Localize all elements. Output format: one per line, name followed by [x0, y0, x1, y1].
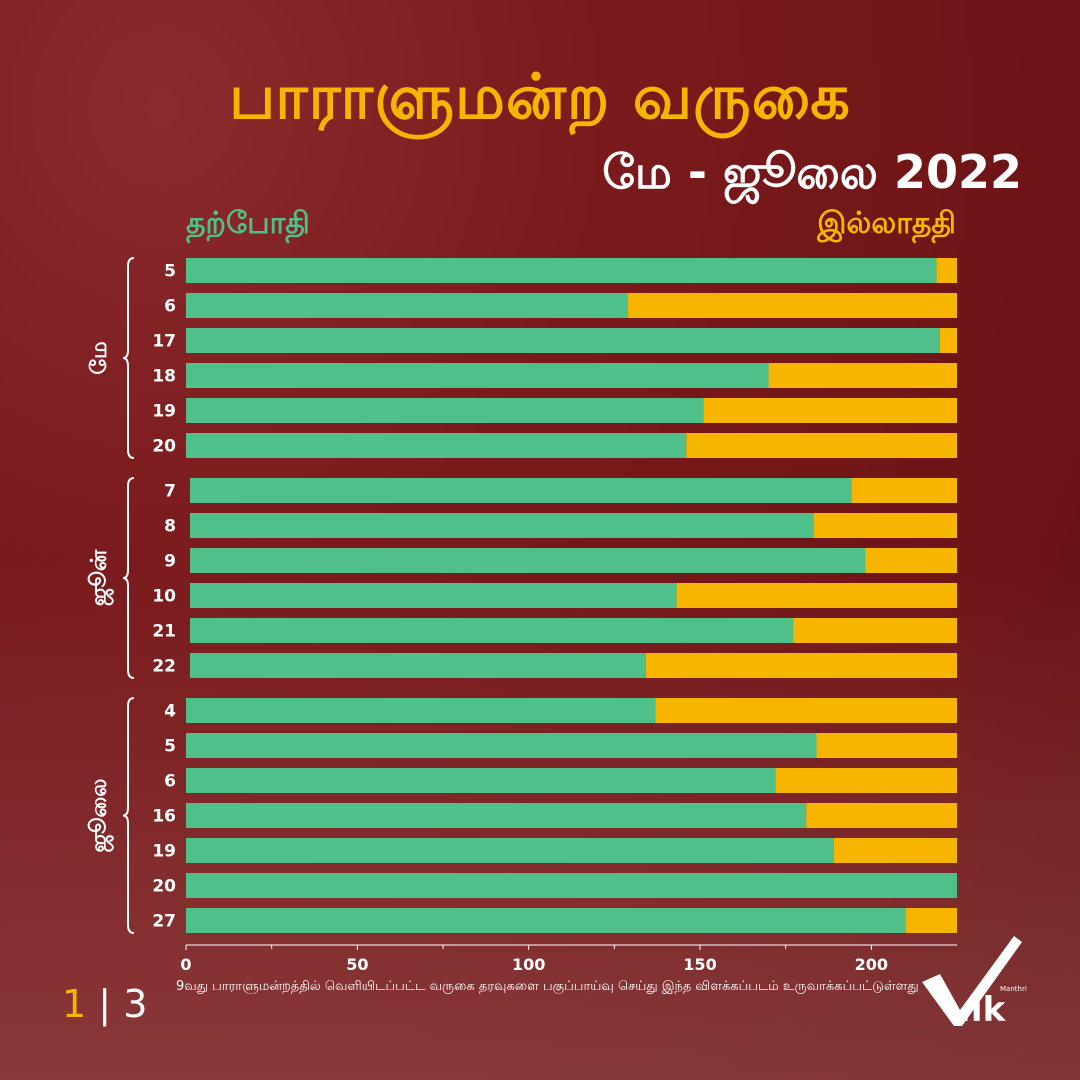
bar-present	[186, 363, 769, 388]
x-tick-label: 200	[855, 955, 888, 974]
bar-present	[190, 548, 866, 573]
logo-text: .lk	[958, 990, 1006, 1030]
bar-present	[186, 433, 687, 458]
bar-absent	[833, 838, 957, 863]
group-brace	[122, 697, 135, 934]
category-label: 20	[152, 437, 176, 457]
bar-present	[186, 768, 776, 793]
legend-present: தற்போதி	[186, 206, 310, 241]
group-label: மே	[87, 341, 112, 374]
category-label: 19	[152, 842, 176, 862]
category-label: 9	[164, 552, 176, 572]
category-label: 7	[164, 482, 176, 502]
bar-absent	[865, 548, 957, 573]
category-label: 18	[152, 367, 176, 387]
footer-note: 9வது பாராளுமன்றத்தில் வெளியிடப்பட்ட வருக…	[176, 979, 919, 994]
bar-absent	[676, 583, 957, 608]
bar-present	[190, 653, 646, 678]
group-label: ஜூலை	[87, 778, 114, 852]
bar-present	[186, 733, 817, 758]
bar-absent	[628, 293, 957, 318]
bar-absent	[813, 513, 957, 538]
bar-present	[186, 873, 957, 898]
bar-absent	[939, 328, 957, 353]
bar-absent	[768, 363, 957, 388]
group-label: ஜூன்	[87, 549, 114, 606]
category-label: 27	[152, 912, 176, 932]
page-total: 3	[123, 982, 148, 1026]
x-tick-label: 50	[346, 955, 368, 974]
bar-present	[190, 618, 794, 643]
bar-absent	[851, 478, 957, 503]
category-label: 6	[164, 772, 176, 792]
bar-present	[190, 478, 852, 503]
category-label: 10	[152, 587, 176, 607]
page-subtitle: மே - ஜூலை 2022	[602, 145, 1022, 199]
bar-present	[190, 513, 814, 538]
bar-present	[186, 803, 807, 828]
bar-absent	[655, 698, 957, 723]
bar-absent	[645, 653, 957, 678]
bar-absent	[775, 768, 957, 793]
category-label: 16	[152, 807, 176, 827]
bar-present	[186, 258, 937, 283]
page-title: பாராளுமன்ற வருகை	[229, 60, 851, 133]
legend-absent: இல்லாததி	[817, 206, 956, 241]
bar-present	[186, 398, 704, 423]
x-tick-label: 0	[180, 955, 191, 974]
bar-present	[186, 293, 629, 318]
manthri-logo-icon	[922, 936, 1022, 1026]
category-label: 5	[164, 737, 176, 757]
group-brace	[122, 477, 135, 679]
category-label: 6	[164, 297, 176, 317]
category-label: 22	[152, 657, 176, 677]
bar-present	[186, 328, 940, 353]
category-label: 4	[164, 702, 176, 722]
page-indicator: 1 | 3	[62, 982, 147, 1026]
bar-absent	[905, 908, 957, 933]
category-label: 8	[164, 517, 176, 537]
category-label: 19	[152, 402, 176, 422]
bar-present	[186, 838, 834, 863]
group-brace	[122, 257, 135, 459]
page-separator: |	[98, 982, 112, 1026]
bar-absent	[936, 258, 957, 283]
category-label: 20	[152, 877, 176, 897]
x-tick-label: 150	[683, 955, 716, 974]
x-tick-label: 100	[512, 955, 545, 974]
bar-present	[186, 908, 906, 933]
bar-present	[190, 583, 677, 608]
category-label: 5	[164, 262, 176, 282]
bar-present	[186, 698, 656, 723]
bar-absent	[816, 733, 957, 758]
page-current: 1	[62, 982, 87, 1026]
logo-small-text: Manthri	[1000, 985, 1027, 993]
bar-absent	[703, 398, 957, 423]
bar-absent	[686, 433, 957, 458]
bar-absent	[793, 618, 957, 643]
category-label: 21	[152, 622, 176, 642]
bar-absent	[806, 803, 957, 828]
category-label: 17	[152, 332, 176, 352]
